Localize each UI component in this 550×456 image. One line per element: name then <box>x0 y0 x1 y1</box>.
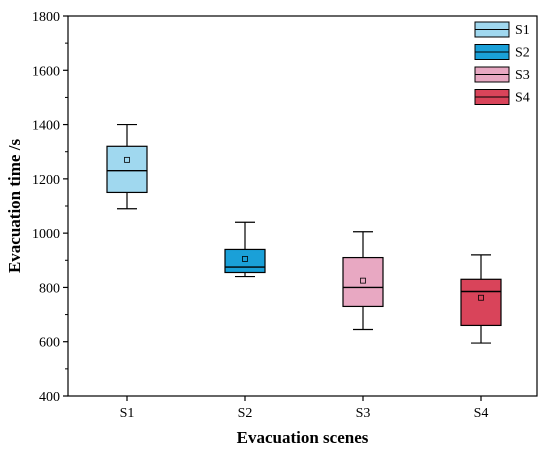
mean-marker <box>360 277 366 284</box>
x-axis: S1 S2 S3 S4 <box>120 396 489 421</box>
legend-label: S1 <box>515 23 530 38</box>
y-tick-label: 800 <box>39 281 60 296</box>
legend-label: S3 <box>515 68 530 83</box>
y-tick-label: 600 <box>39 336 60 351</box>
plot-boxes <box>106 123 502 344</box>
box-iqr <box>224 248 266 274</box>
legend-item-s4: S4 <box>474 89 530 106</box>
legend-label: S2 <box>515 46 530 61</box>
box-s3 <box>342 231 384 331</box>
y-tick-label: 400 <box>39 390 60 405</box>
x-tick-label: S2 <box>238 406 253 421</box>
y-axis-title: Evacuation time /s <box>5 139 24 273</box>
box-s2 <box>224 221 266 278</box>
legend-item-s2: S2 <box>474 44 530 61</box>
box-iqr <box>106 145 148 194</box>
x-axis-title: Evacuation scenes <box>237 428 369 447</box>
box-iqr <box>460 278 502 327</box>
y-tick-label: 1200 <box>32 173 60 188</box>
plot-frame <box>67 15 538 397</box>
box-s4 <box>460 254 502 344</box>
box-s1 <box>106 123 148 210</box>
x-tick-label: S1 <box>120 406 135 421</box>
x-tick-label: S4 <box>474 406 489 421</box>
legend-label: S4 <box>515 91 530 106</box>
mean-marker <box>124 156 130 163</box>
y-tick-label: 1600 <box>32 64 60 79</box>
y-axis: 400 600 800 1000 1200 1400 1600 1800 <box>32 10 68 405</box>
y-tick-label: 1400 <box>32 119 60 134</box>
legend-item-s1: S1 <box>474 21 530 38</box>
x-tick-label: S3 <box>356 406 371 421</box>
mean-marker <box>478 294 484 301</box>
box-iqr <box>342 256 384 308</box>
y-tick-label: 1800 <box>32 10 60 25</box>
legend: S1 S2 S3 S4 <box>474 21 530 106</box>
mean-marker <box>242 256 248 262</box>
legend-item-s3: S3 <box>474 66 530 83</box>
y-tick-label: 1000 <box>32 227 60 242</box>
